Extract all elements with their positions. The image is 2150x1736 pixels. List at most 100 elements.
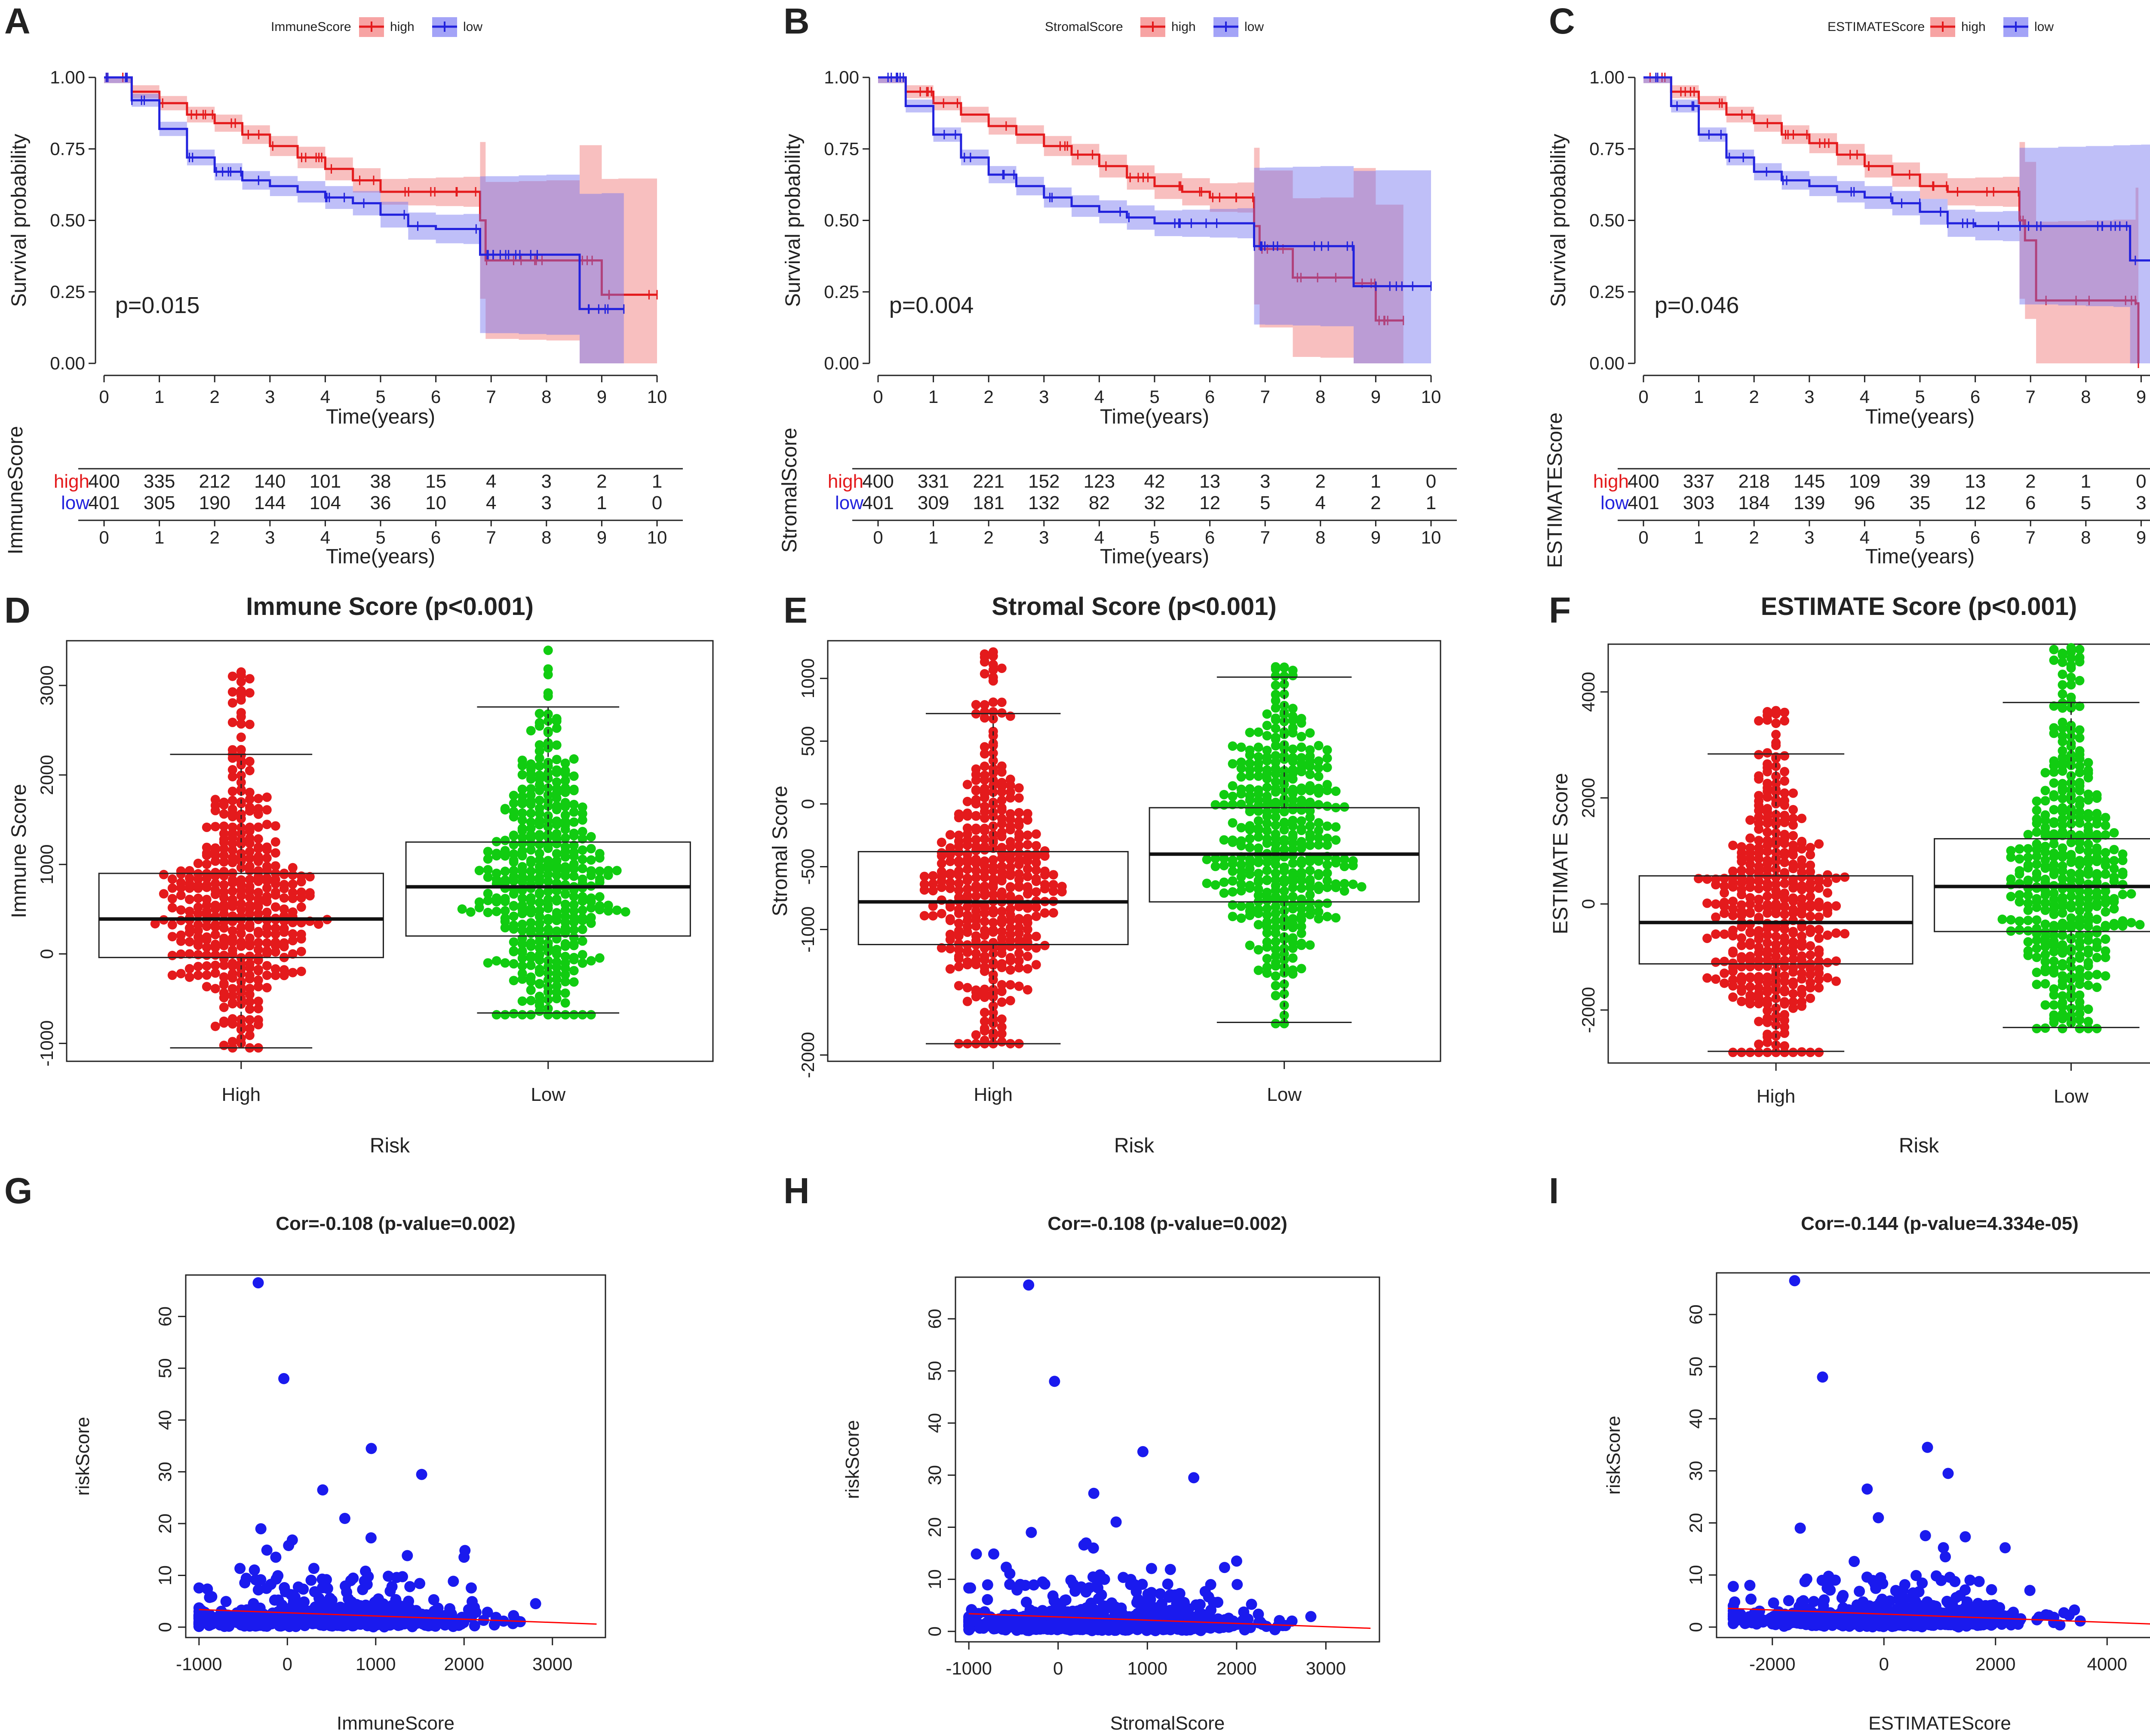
swarm-point [1745, 882, 1755, 892]
swarm-point [1254, 909, 1263, 918]
y-axis-title: ESTIMATE Score [1549, 773, 1572, 934]
swarm-point [1711, 958, 1720, 967]
swarm-point [2092, 857, 2102, 866]
scatter-point [252, 1611, 263, 1622]
swarm-point [219, 961, 229, 970]
scatter-point [1181, 1625, 1192, 1636]
swarm-point [2041, 1023, 2050, 1033]
scatter-point [1854, 1586, 1865, 1597]
x-tick-label: 10 [647, 387, 667, 407]
risk-table-low-value: 12 [1965, 492, 1986, 513]
swarm-point [1702, 934, 1712, 943]
x-axis-title: Time(years) [1865, 406, 1975, 428]
y-tick-label: 60 [924, 1309, 945, 1329]
swarm-point [1823, 908, 1832, 918]
swarm-point [262, 897, 272, 906]
x-tick-label: 0 [99, 387, 109, 407]
swarm-point [1228, 887, 1238, 897]
swarm-point [1314, 885, 1324, 894]
swarm-point [2032, 819, 2042, 828]
swarm-point [1323, 763, 1332, 772]
swarm-point [980, 749, 989, 759]
scatter-point [283, 1540, 294, 1551]
swarm-point [185, 964, 194, 974]
risk-table-x-tick-label: 5 [375, 527, 385, 547]
swarm-point [971, 873, 981, 882]
swarm-point [2118, 870, 2128, 879]
swarm-point [2110, 828, 2119, 838]
swarm-point [202, 823, 212, 832]
risk-table-low-value: 1 [596, 492, 607, 513]
swarm-point [1245, 825, 1255, 834]
swarm-point [2075, 768, 2085, 777]
risk-table-x-tick-label: 10 [1421, 527, 1441, 547]
swarm-point [1040, 870, 1050, 880]
swarm-point [280, 971, 289, 980]
swarm-point [1271, 981, 1281, 990]
swarm-point [989, 697, 998, 707]
swarm-point [561, 998, 570, 1008]
swarm-point [2049, 819, 2059, 828]
swarm-point [2092, 915, 2102, 924]
swarm-point [552, 994, 562, 1003]
swarm-point [1297, 884, 1306, 893]
y-tick-label: -2000 [1578, 987, 1598, 1033]
swarm-point [937, 909, 946, 919]
swarm-point [980, 713, 989, 722]
risk-table-x-tick-label: 2 [210, 527, 220, 547]
scatter-point [1039, 1579, 1050, 1590]
swarm-point [1323, 786, 1332, 795]
scatter-point [1111, 1516, 1122, 1527]
swarm-point [1288, 728, 1298, 737]
swarm-point [1032, 866, 1041, 875]
swarm-point [2084, 1024, 2093, 1033]
risk-table-high-value: 3 [541, 471, 552, 492]
swarm-point [194, 894, 203, 903]
swarm-point [492, 956, 501, 965]
swarm-point [1754, 1017, 1763, 1026]
swarm-point [1219, 861, 1229, 870]
swarm-point [997, 963, 1007, 972]
swarm-point [262, 853, 272, 863]
swarm-point [1237, 823, 1246, 833]
swarm-point [535, 898, 544, 907]
swarm-point [1245, 843, 1255, 852]
y-tick-label: 0.75 [50, 138, 85, 159]
swarm-point [2075, 1024, 2085, 1033]
swarm-point [1023, 830, 1032, 840]
risk-table-high-value: 1 [652, 471, 662, 492]
scatter-point [1026, 1527, 1037, 1538]
scatter-point [224, 1621, 235, 1632]
chart-title: Immune Score (p<0.001) [246, 593, 534, 621]
swarm-point [526, 961, 536, 970]
scatter-point [383, 1571, 394, 1582]
swarm-point [1254, 771, 1263, 781]
swarm-point [271, 821, 280, 831]
swarm-point [1340, 802, 1349, 812]
swarm-point [1763, 827, 1772, 837]
x-tick-label: 5 [375, 387, 385, 407]
swarm-point [946, 935, 955, 944]
swarm-point [236, 929, 246, 938]
swarm-point [1228, 741, 1238, 751]
x-tick-label: High [1757, 1086, 1796, 1107]
swarm-point [509, 889, 519, 899]
swarm-point [946, 902, 955, 912]
swarm-point [2024, 937, 2033, 946]
swarm-point [587, 1010, 596, 1020]
scatter-point [999, 1616, 1010, 1627]
scatter-point [1232, 1579, 1243, 1590]
x-tick-label: 6 [431, 387, 441, 407]
swarm-point [612, 906, 622, 915]
swarm-point [159, 889, 169, 899]
y-tick-label: 0 [924, 1626, 945, 1636]
swarm-point [228, 772, 237, 781]
risk-table-high-value: 2 [1315, 471, 1326, 492]
swarm-point [1202, 879, 1212, 888]
swarm-point [1823, 931, 1832, 940]
swarm-point [980, 775, 989, 785]
x-tick-label: 1000 [1127, 1658, 1167, 1678]
swarm-point [980, 967, 989, 976]
x-tick-label: 0 [1053, 1658, 1063, 1678]
